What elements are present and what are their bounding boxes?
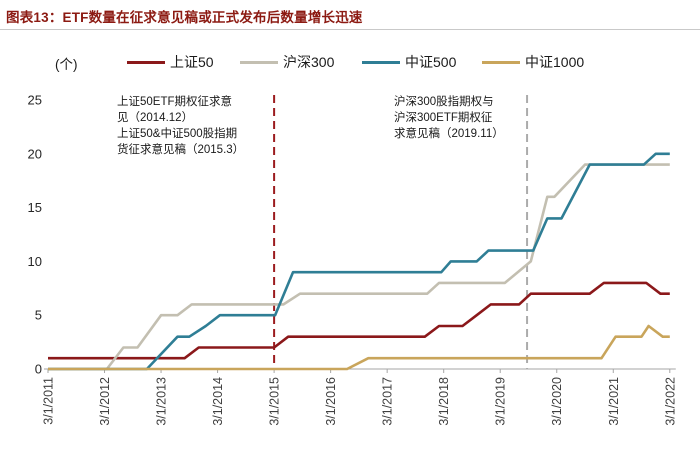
x-axis-tick-label: 3/1/2019: [494, 377, 508, 426]
annotation-line: 上证50&中证500股指期: [117, 128, 238, 140]
legend-swatch-icon: [127, 60, 165, 64]
x-axis-tick-label: 3/1/2017: [381, 377, 395, 426]
x-axis-tick-label: 3/1/2022: [663, 377, 677, 426]
y-axis-tick-label: 25: [28, 93, 42, 108]
legend-swatch-icon: [482, 60, 520, 64]
x-axis-tick-label: 3/1/2018: [437, 377, 451, 426]
y-axis-tick-label: 0: [35, 362, 42, 377]
legend-item-2: 中证500: [362, 52, 456, 72]
annotation-line: 求意见稿（2019.11）: [394, 128, 504, 140]
y-axis-tick-label: 15: [28, 200, 42, 215]
legend-item-1: 沪深300: [240, 52, 334, 72]
legend-label: 沪深300: [283, 54, 335, 70]
legend: (个) 上证50 沪深300 中证500 中证1000: [0, 52, 700, 72]
title-divider: [0, 29, 700, 30]
legend-item-0: 上证50: [127, 52, 214, 72]
axis-unit-label: (个): [55, 57, 78, 72]
annotation-line: 沪深300股指期权与: [394, 96, 494, 108]
annotation-line: 沪深300ETF期权征: [394, 112, 493, 124]
x-axis-tick-label: 3/1/2013: [155, 377, 169, 426]
x-axis-tick-label: 3/1/2011: [42, 377, 56, 425]
y-axis-tick-label: 20: [28, 146, 42, 161]
series-line-1: [48, 163, 670, 371]
annotation-line: 上证50ETF期权征求意: [117, 96, 233, 108]
legend-label: 中证1000: [525, 54, 585, 70]
series-line-2: [48, 152, 670, 371]
x-axis-tick-label: 3/1/2016: [324, 377, 338, 426]
x-axis-tick-label: 3/1/2021: [607, 377, 621, 426]
legend-label: 上证50: [170, 54, 214, 70]
event-annotation-0: 上证50ETF期权征求意 见（2014.12） 上证50&中证500股指期 货征求意见…: [117, 94, 244, 158]
legend-swatch-icon: [240, 60, 278, 64]
annotation-line: 见（2014.12）: [117, 112, 194, 124]
legend-label: 中证500: [405, 54, 457, 70]
series-line-0: [48, 281, 670, 360]
x-axis-tick-label: 3/1/2014: [211, 377, 225, 426]
figure-title: 图表13：ETF数量在征求意见稿或正式发布后数量增长迅速: [6, 10, 363, 25]
x-axis-tick-label: 3/1/2015: [268, 377, 282, 426]
x-axis-tick-label: 3/1/2012: [98, 377, 112, 426]
legend-swatch-icon: [362, 60, 400, 64]
series-line-3: [48, 324, 670, 371]
annotation-line: 货征求意见稿（2015.3）: [117, 144, 245, 156]
legend-item-3: 中证1000: [482, 52, 584, 72]
y-axis-tick-label: 10: [28, 254, 42, 269]
event-annotation-1: 沪深300股指期权与 沪深300ETF期权征 求意见稿（2019.11）: [394, 94, 504, 142]
x-axis-tick-label: 3/1/2020: [550, 377, 564, 426]
y-axis-tick-label: 5: [35, 308, 42, 323]
